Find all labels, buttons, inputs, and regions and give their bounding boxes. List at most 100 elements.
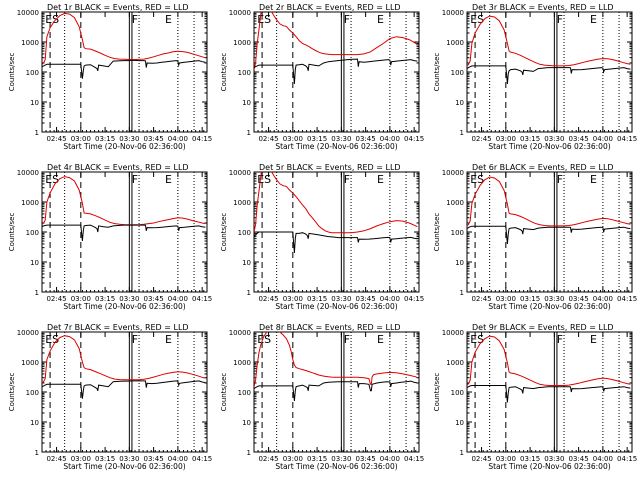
series-group — [42, 335, 206, 399]
x-tick-label: 03:30 — [331, 295, 351, 303]
y-tick-label: 100 — [26, 229, 39, 237]
region-label: ES — [257, 173, 271, 186]
x-tick-label: 03:30 — [544, 135, 564, 143]
x-tick-label: 03:15 — [520, 135, 540, 143]
series-line-events — [467, 225, 631, 244]
y-tick-label: 1 — [35, 449, 39, 457]
y-tick-label: 10 — [242, 419, 251, 427]
x-axis-label: Start Time (20-Nov-06 02:36:00) — [488, 462, 610, 471]
y-tick-label: 10 — [30, 419, 39, 427]
x-tick-label: 03:00 — [71, 135, 91, 143]
x-tick-label: 03:45 — [569, 455, 589, 463]
series-group — [254, 12, 418, 84]
x-tick-label: 02:45 — [258, 295, 278, 303]
y-tick-label: 100 — [26, 389, 39, 397]
series-group — [254, 332, 418, 402]
x-tick-label: 03:45 — [144, 455, 164, 463]
y-axis-label: Counts/sec — [8, 373, 16, 412]
region-label: F — [557, 173, 563, 186]
series-group — [467, 335, 631, 403]
series-line-lld — [467, 176, 631, 227]
y-tick-label: 100 — [451, 389, 464, 397]
panel-7: Det 7r BLACK = Events, RED = LLD 1 10 100 10… — [8, 323, 212, 471]
region-label: ES — [45, 173, 59, 186]
y-tick-label: 10000 — [442, 9, 464, 17]
series-group — [42, 12, 206, 79]
x-tick-label: 02:45 — [471, 295, 491, 303]
x-tick-label: 04:15 — [617, 295, 637, 303]
region-label: E — [377, 333, 384, 346]
region-label: E — [590, 333, 597, 346]
y-axis-label: Counts/sec — [433, 53, 441, 92]
x-tick-label: 03:15 — [95, 295, 115, 303]
series-line-lld — [467, 15, 631, 67]
y-tick-label: 10 — [30, 259, 39, 267]
y-tick-label: 100 — [26, 69, 39, 77]
region-label: ES — [470, 173, 484, 186]
panel-title: Det 1r BLACK = Events, RED = LLD — [47, 3, 189, 12]
x-tick-label: 03:30 — [119, 135, 139, 143]
region-label: ES — [45, 13, 59, 26]
y-tick-label: 10000 — [229, 169, 251, 177]
x-tick-label: 03:45 — [144, 135, 164, 143]
x-tick-label: 04:15 — [404, 455, 424, 463]
y-tick-label: 100 — [451, 69, 464, 77]
x-tick-label: 02:45 — [471, 455, 491, 463]
region-label: F — [132, 173, 138, 186]
region-label: F — [344, 173, 350, 186]
region-label: ES — [470, 13, 484, 26]
x-tick-label: 04:00 — [380, 455, 400, 463]
x-tick-label: 03:30 — [119, 455, 139, 463]
panel-title: Det 9r BLACK = Events, RED = LLD — [472, 323, 614, 332]
series-group — [467, 176, 631, 244]
series-line-lld — [467, 335, 631, 386]
y-tick-label: 1000 — [21, 359, 39, 367]
x-tick-label: 02:45 — [46, 295, 66, 303]
x-tick-label: 04:15 — [404, 135, 424, 143]
y-tick-label: 10000 — [229, 329, 251, 337]
x-axis-label: Start Time (20-Nov-06 02:36:00) — [63, 142, 185, 151]
panel-title: Det 4r BLACK = Events, RED = LLD — [47, 163, 189, 172]
region-label: ES — [257, 333, 271, 346]
x-tick-label: 03:30 — [119, 295, 139, 303]
x-tick-label: 04:15 — [192, 455, 212, 463]
y-tick-label: 10 — [242, 99, 251, 107]
x-tick-label: 03:00 — [496, 295, 516, 303]
y-tick-label: 1000 — [21, 199, 39, 207]
y-tick-label: 10000 — [17, 329, 39, 337]
y-tick-label: 10 — [455, 99, 464, 107]
panel-title: Det 3r BLACK = Events, RED = LLD — [472, 3, 614, 12]
x-tick-label: 03:00 — [496, 455, 516, 463]
x-axis-label: Start Time (20-Nov-06 02:36:00) — [275, 462, 397, 471]
series-line-lld — [254, 12, 418, 70]
x-tick-label: 03:15 — [307, 295, 327, 303]
series-line-events — [42, 224, 206, 242]
y-tick-label: 1000 — [446, 359, 464, 367]
series-group — [467, 15, 631, 84]
y-tick-label: 100 — [238, 389, 251, 397]
y-tick-label: 1 — [35, 129, 39, 137]
x-tick-label: 03:45 — [569, 135, 589, 143]
y-axis-label: Counts/sec — [220, 53, 228, 92]
series-line-events — [254, 231, 418, 254]
y-tick-label: 100 — [238, 69, 251, 77]
x-tick-label: 04:00 — [593, 295, 613, 303]
x-tick-label: 03:15 — [520, 295, 540, 303]
panel-8: Det 8r BLACK = Events, RED = LLD 1 10 100 10… — [220, 323, 424, 471]
region-label: E — [165, 13, 172, 26]
y-tick-label: 1 — [247, 449, 251, 457]
region-label: E — [590, 13, 597, 26]
region-label: F — [557, 333, 563, 346]
series-line-events — [42, 59, 206, 79]
x-tick-label: 03:15 — [95, 455, 115, 463]
x-axis-label: Start Time (20-Nov-06 02:36:00) — [63, 462, 185, 471]
x-tick-label: 03:00 — [71, 455, 91, 463]
series-line-events — [467, 385, 631, 403]
y-tick-label: 10 — [455, 259, 464, 267]
y-tick-label: 1 — [35, 289, 39, 297]
region-label: F — [132, 333, 138, 346]
y-tick-label: 10 — [455, 419, 464, 427]
x-axis-label: Start Time (20-Nov-06 02:36:00) — [275, 142, 397, 151]
